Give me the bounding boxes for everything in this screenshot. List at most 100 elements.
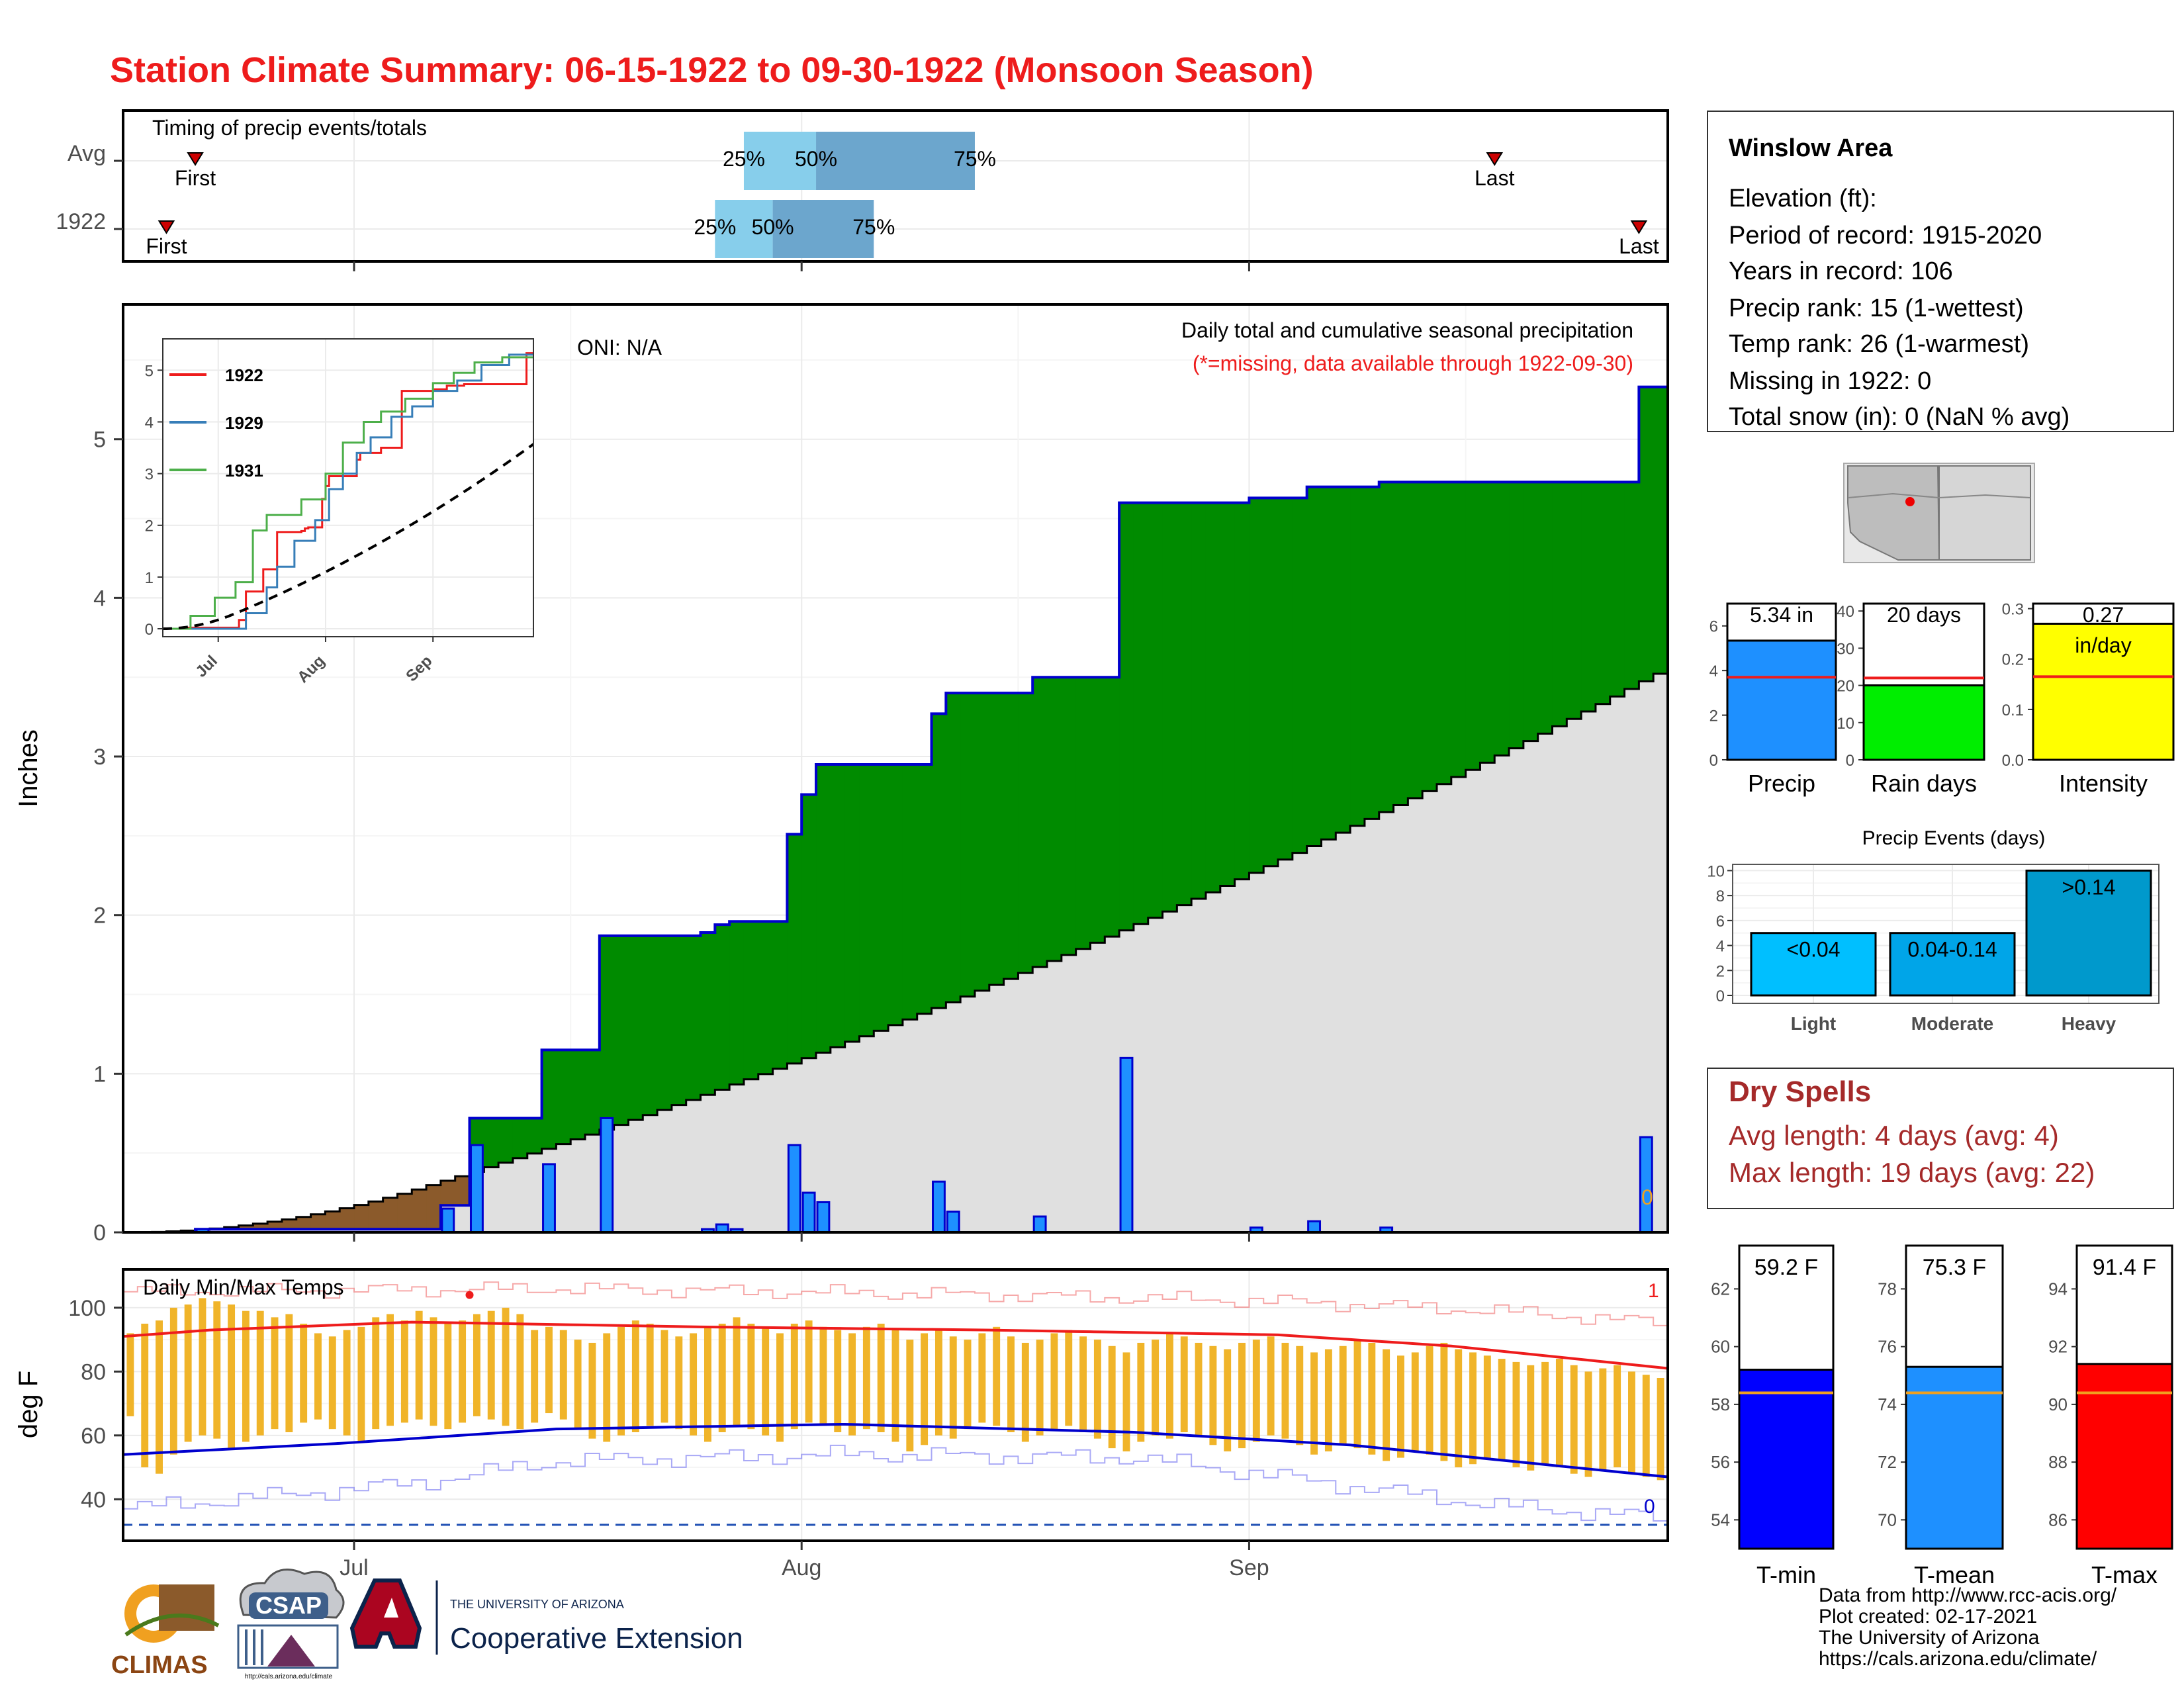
daily-precip-bar bbox=[1120, 1058, 1132, 1232]
climas-logo: CLIMAS bbox=[111, 1584, 218, 1679]
surplus-area bbox=[600, 936, 614, 1130]
info-period: Period of record: 1915-2020 bbox=[1729, 222, 2042, 250]
daily-temp-bar bbox=[733, 1317, 741, 1426]
surplus-area bbox=[874, 764, 888, 1030]
daily-temp-bar bbox=[819, 1327, 827, 1426]
daily-temp-bar bbox=[574, 1340, 582, 1429]
daily-temp-bar bbox=[1426, 1346, 1433, 1455]
daily-temp-bar bbox=[1383, 1349, 1390, 1461]
daily-temp-bar bbox=[444, 1324, 451, 1429]
daily-temp-bar bbox=[1267, 1336, 1275, 1436]
daily-temp-bar bbox=[502, 1308, 510, 1426]
info-temp-rank: Temp rank: 26 (1-warmest) bbox=[1729, 330, 2029, 358]
info-missing: Missing in 1922: 0 bbox=[1729, 367, 1931, 395]
daily-temp-bar bbox=[387, 1314, 394, 1426]
surplus-area bbox=[1408, 482, 1422, 798]
daily-temp-bar bbox=[690, 1333, 697, 1435]
temp-ytick-label: 80 bbox=[81, 1359, 106, 1385]
surplus-area bbox=[484, 1118, 498, 1167]
surplus-area bbox=[1047, 677, 1062, 961]
inset-ytick-label: 4 bbox=[145, 414, 154, 432]
precip-zero-label: 0 bbox=[1641, 1185, 1653, 1209]
surplus-area bbox=[585, 1050, 600, 1134]
timing-q75-label-0: 75% bbox=[954, 147, 996, 171]
daily-temp-bar bbox=[1541, 1362, 1549, 1464]
surplus-area bbox=[1379, 482, 1394, 812]
daily-temp-bar bbox=[1599, 1369, 1606, 1471]
timing-q25-label-0: 25% bbox=[723, 147, 765, 171]
daily-temp-bar bbox=[343, 1330, 351, 1436]
daily-precip-bar bbox=[788, 1145, 800, 1232]
mini-ytick-label: 4 bbox=[1709, 663, 1718, 680]
map-state-newmexico bbox=[1939, 466, 2030, 560]
daily-temp-bar bbox=[964, 1340, 972, 1429]
credit-url: https://cals.arizona.edu/climate/ bbox=[1819, 1648, 2097, 1670]
surplus-area bbox=[917, 764, 932, 1014]
surplus-area bbox=[1451, 482, 1466, 777]
daily-temp-bar bbox=[459, 1320, 466, 1422]
daily-temp-bar bbox=[488, 1311, 495, 1420]
temp-summary-ytick-label: 78 bbox=[1878, 1279, 1897, 1299]
surplus-area bbox=[1524, 482, 1538, 741]
surplus-area bbox=[801, 795, 816, 1058]
daily-temp-bar bbox=[1368, 1343, 1375, 1455]
precip-ytick-label: 3 bbox=[93, 745, 106, 770]
daily-temp-bar bbox=[661, 1330, 668, 1423]
daily-precip-bar bbox=[442, 1209, 454, 1232]
timing-bar-q50-q75-0 bbox=[816, 132, 975, 190]
dry-spells-avg: Avg length: 4 days (avg: 4) bbox=[1729, 1120, 2059, 1151]
temps-y-axis-label: deg F bbox=[14, 1371, 43, 1438]
surplus-area bbox=[1610, 482, 1625, 696]
daily-temp-bar bbox=[921, 1333, 928, 1445]
deficit-area bbox=[455, 1176, 470, 1205]
last-marker-icon-1 bbox=[1631, 221, 1646, 233]
daily-temp-bar bbox=[531, 1330, 538, 1423]
inset-ytick-label: 2 bbox=[145, 518, 154, 535]
deficit-area bbox=[325, 1211, 340, 1229]
mini-category-label-2: Intensity bbox=[2059, 770, 2148, 797]
temp-summary-ytick-label: 72 bbox=[1878, 1452, 1897, 1472]
surplus-area bbox=[1163, 503, 1177, 912]
mini-ytick-label: 10 bbox=[1837, 715, 1854, 733]
surplus-area bbox=[787, 834, 801, 1063]
temp-summary-value-1: 75.3 F bbox=[1923, 1255, 1986, 1280]
daily-temp-bar bbox=[791, 1324, 798, 1429]
temp-ytick-label: 60 bbox=[81, 1424, 106, 1449]
events-ytick-label: 0 bbox=[1716, 987, 1725, 1005]
mini-ytick-label: 0.0 bbox=[2002, 752, 2024, 770]
daily-temp-bar bbox=[213, 1301, 220, 1438]
daily-temp-bar bbox=[1412, 1352, 1419, 1451]
temp-summary-ytick-label: 62 bbox=[1711, 1279, 1730, 1299]
temp-summary-ytick-label: 76 bbox=[1878, 1337, 1897, 1357]
surplus-area bbox=[1278, 498, 1293, 859]
surplus-area bbox=[1639, 387, 1653, 682]
temp-summary-label-0: T-min bbox=[1756, 1561, 1816, 1588]
first-label-0: First bbox=[175, 166, 216, 190]
daily-temp-bar bbox=[1079, 1336, 1087, 1432]
surplus-area bbox=[729, 921, 744, 1084]
surplus-area bbox=[1494, 482, 1509, 755]
timing-q25-label-1: 25% bbox=[694, 215, 736, 239]
daily-temp-bar bbox=[1123, 1352, 1130, 1451]
surplus-area bbox=[570, 1050, 585, 1139]
daily-precip-bar bbox=[543, 1164, 555, 1232]
temp-summary-ytick-label: 90 bbox=[2048, 1394, 2068, 1414]
daily-temp-bar bbox=[1152, 1340, 1159, 1436]
mini-ytick-label: 0 bbox=[1709, 752, 1718, 770]
daily-temp-bar bbox=[1556, 1359, 1563, 1467]
daily-temp-bar bbox=[473, 1314, 480, 1416]
surplus-area bbox=[960, 693, 975, 997]
surplus-area bbox=[1596, 482, 1610, 704]
first-marker-icon-1 bbox=[159, 221, 173, 233]
daily-temp-bar bbox=[704, 1327, 711, 1442]
tmax-record-line bbox=[123, 1282, 1668, 1326]
daily-temp-bar bbox=[1137, 1343, 1144, 1442]
daily-temp-bar bbox=[285, 1314, 293, 1432]
daily-temp-bar bbox=[935, 1330, 942, 1436]
legend-1931: 1931 bbox=[225, 461, 263, 480]
daily-temp-bar bbox=[1513, 1362, 1520, 1467]
surplus-area bbox=[498, 1118, 513, 1162]
